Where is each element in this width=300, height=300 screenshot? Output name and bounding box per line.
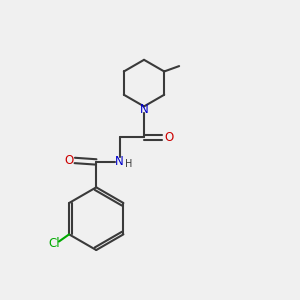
Text: O: O — [164, 131, 173, 144]
Text: Cl: Cl — [48, 237, 60, 250]
Text: O: O — [64, 154, 74, 167]
Text: H: H — [125, 159, 133, 169]
Text: N: N — [140, 103, 148, 116]
Text: N: N — [115, 154, 124, 167]
